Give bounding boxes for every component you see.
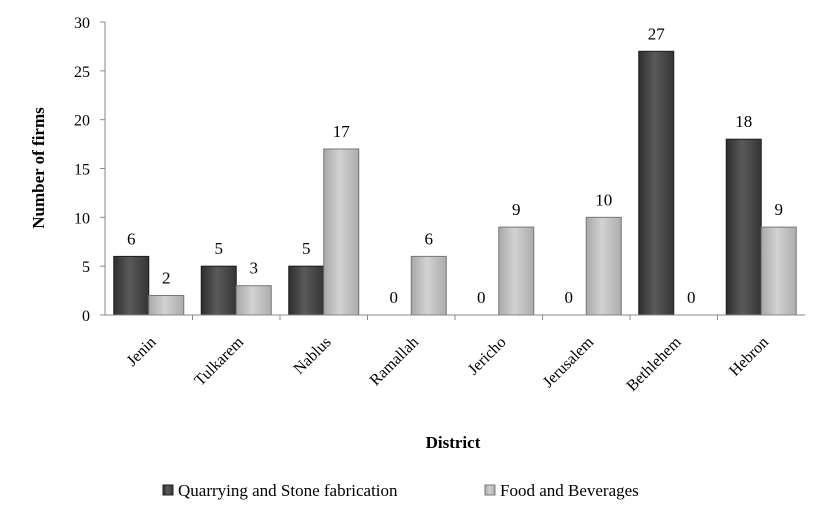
data-label: 2 xyxy=(162,268,171,287)
legend-label: Food and Beverages xyxy=(500,481,639,500)
x-axis-ticks: Jenin Tulkarem Nablus Ramallah Jericho Jerusa… xyxy=(124,333,772,394)
bar-quarrying-nablus xyxy=(288,265,325,316)
x-tick-label: Jenin xyxy=(124,334,160,370)
data-label: 6 xyxy=(127,229,136,248)
data-label: 27 xyxy=(648,24,666,43)
legend-swatch-quarrying xyxy=(162,484,174,496)
y-tick-label: 25 xyxy=(74,64,90,81)
y-tick-label: 5 xyxy=(82,259,90,276)
bar-food-jerusalem xyxy=(585,216,622,316)
x-tick-label: Jerusalem xyxy=(540,333,598,391)
bar-food-tulkarem xyxy=(235,285,272,316)
x-axis-title: District xyxy=(426,433,481,452)
x-tick-label: Tulkarem xyxy=(191,333,247,389)
x-tick-label: Nablus xyxy=(291,334,335,378)
data-label: 0 xyxy=(390,288,399,307)
bars xyxy=(113,50,797,316)
data-label: 10 xyxy=(595,190,612,209)
data-label: 3 xyxy=(250,259,259,278)
data-label: 9 xyxy=(512,200,521,219)
bar-quarrying-bethlehem xyxy=(638,50,675,316)
legend: Quarrying and Stone fabrication Food and … xyxy=(162,481,639,500)
y-tick-label: 30 xyxy=(74,15,90,32)
y-axis-ticks: 0 5 10 15 20 25 30 xyxy=(74,15,90,325)
data-labels: 6 2 5 3 5 17 0 6 0 9 0 10 27 0 18 9 xyxy=(127,24,783,307)
x-tick-label: Hebron xyxy=(726,334,772,380)
bar-food-ramallah xyxy=(410,255,447,316)
bar-food-hebron xyxy=(760,226,797,316)
bar-food-nablus xyxy=(323,148,360,316)
bar-food-jericho xyxy=(498,226,535,316)
data-label: 18 xyxy=(735,112,752,131)
x-tick-label: Bethlehem xyxy=(624,333,685,394)
axes xyxy=(100,21,805,320)
data-label: 6 xyxy=(425,229,434,248)
legend-swatch-food xyxy=(484,484,496,496)
bar-quarrying-hebron xyxy=(725,138,762,316)
data-label: 5 xyxy=(302,239,311,258)
data-label: 0 xyxy=(565,288,574,307)
y-tick-label: 15 xyxy=(74,162,90,179)
bar-food-jenin xyxy=(148,294,185,316)
x-tick-label: Ramallah xyxy=(367,334,422,389)
y-tick-label: 10 xyxy=(74,210,90,227)
y-tick-label: 20 xyxy=(74,113,90,130)
data-label: 0 xyxy=(687,288,696,307)
data-label: 17 xyxy=(333,122,351,141)
bar-quarrying-jenin xyxy=(113,255,150,316)
x-tick-label: Jericho xyxy=(465,334,510,379)
bar-quarrying-tulkarem xyxy=(200,265,237,316)
y-axis-title: Number of firms xyxy=(29,107,48,229)
legend-label: Quarrying and Stone fabrication xyxy=(178,481,398,500)
data-label: 5 xyxy=(215,239,224,258)
data-label: 9 xyxy=(775,200,784,219)
data-label: 0 xyxy=(477,288,486,307)
y-tick-label: 0 xyxy=(82,308,90,325)
